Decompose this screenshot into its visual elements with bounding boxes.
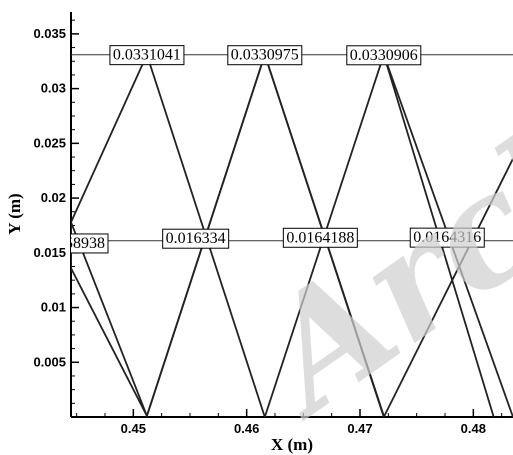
contour-label-box <box>71 233 109 254</box>
x-tick-label: 0.46 <box>234 421 259 436</box>
contour-label: 0.0158938 <box>37 233 109 254</box>
contour-label-box <box>409 227 485 248</box>
contour-label: 0.0331041 <box>109 45 185 66</box>
y-tick-label: 0.025 <box>33 135 66 150</box>
contour-label-box <box>109 45 185 66</box>
x-tick-label: 0.45 <box>121 421 146 436</box>
series-line <box>71 221 148 417</box>
contour-label-box <box>282 227 358 248</box>
contour-label-text: 0.0330906 <box>350 47 418 64</box>
y-tick-label: 0.02 <box>41 190 66 205</box>
y-tick-label: 0.035 <box>33 26 66 41</box>
y-tick-label: 0.01 <box>41 300 66 315</box>
contour-label-text: 0.0331041 <box>113 47 181 64</box>
x-axis-label: X (m) <box>271 435 313 454</box>
contour-label: 0.0164188 <box>282 227 358 248</box>
axes <box>70 12 513 418</box>
contour-label-text: 0.016334 <box>166 230 226 247</box>
contour-label-text: 0.0330975 <box>231 47 299 64</box>
contour-label: 0.0330975 <box>227 45 303 66</box>
contour-label: 0.0164316 <box>409 227 485 248</box>
series-line <box>382 158 513 417</box>
x-tick-label: 0.47 <box>347 421 372 436</box>
contour-label-box <box>227 45 303 66</box>
y-axis-label: Y (m) <box>5 193 24 234</box>
tick-labels: 0.45 0.46 0.47 0.480.0050.010.0150.020.0250… <box>33 26 486 436</box>
y-tick-label: 0.015 <box>33 245 66 260</box>
contour-label-text: 0.0164316 <box>413 229 481 246</box>
contour-label-text: 0.0158938 <box>37 235 105 252</box>
ticks <box>71 19 503 417</box>
level-lines <box>71 54 513 242</box>
x-tick-label: 0.48 <box>461 421 486 436</box>
contour-label: 0.016334 <box>162 228 230 249</box>
contour-label-text: 0.0164188 <box>286 229 354 246</box>
contour-label: 0.0330906 <box>346 45 422 66</box>
contour-label-box <box>162 228 230 249</box>
y-tick-label: 0.03 <box>41 81 66 96</box>
contour-labels: 0.0331041 0.0330975 0.0330906 0.0158938 0.01… <box>37 45 485 254</box>
y-tick-label: 0.005 <box>33 354 66 369</box>
contour-label-box <box>346 45 422 66</box>
